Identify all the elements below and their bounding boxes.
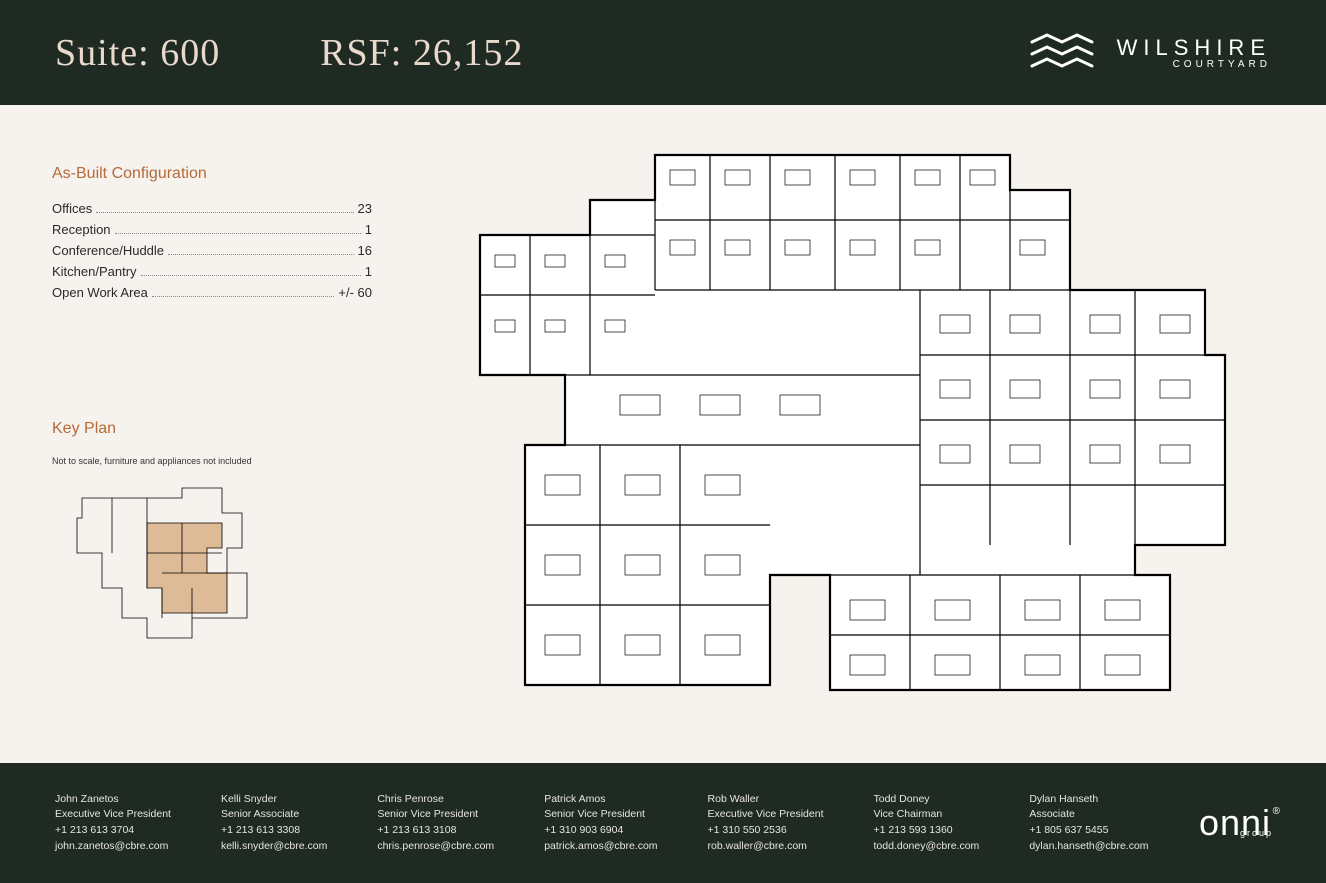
contact-name: Patrick Amos — [544, 792, 657, 808]
keyplan-title: Key Plan — [52, 420, 312, 438]
contact-card: Kelli Snyder Senior Associate +1 213 613… — [221, 792, 327, 855]
config-value: 1 — [365, 264, 372, 279]
contact-name: Todd Doney — [874, 792, 980, 808]
floorplan-diagram — [470, 145, 1230, 715]
brand-text: WILSHIRE COURTYARD — [1117, 35, 1271, 70]
header-titles: Suite: 600 RSF: 26,152 — [55, 31, 523, 75]
dot-leader — [115, 233, 361, 234]
contact-email: john.zanetos@cbre.com — [55, 839, 171, 855]
contact-card: John Zanetos Executive Vice President +1… — [55, 792, 171, 855]
contact-title: Senior Vice President — [544, 807, 657, 823]
contact-phone: +1 213 613 3308 — [221, 823, 327, 839]
config-value: +/- 60 — [338, 285, 372, 300]
suite-value: 600 — [160, 32, 220, 74]
contact-email: chris.penrose@cbre.com — [377, 839, 494, 855]
config-label: Reception — [52, 222, 111, 237]
suite-title: Suite: 600 — [55, 31, 220, 75]
contact-phone: +1 213 613 3704 — [55, 823, 171, 839]
config-row: Offices 23 — [52, 201, 372, 216]
content-area: As-Built Configuration Offices 23 Recepti… — [0, 105, 1326, 763]
config-label: Kitchen/Pantry — [52, 264, 137, 279]
contact-name: Dylan Hanseth — [1029, 792, 1148, 808]
config-section: As-Built Configuration Offices 23 Recepti… — [52, 165, 372, 306]
contact-title: Executive Vice President — [708, 807, 824, 823]
contact-name: Kelli Snyder — [221, 792, 327, 808]
config-list: Offices 23 Reception 1 Conference/Huddle 16… — [52, 201, 372, 300]
contacts-list: John Zanetos Executive Vice President +1… — [55, 792, 1199, 855]
contact-name: Chris Penrose — [377, 792, 494, 808]
brand-line1: WILSHIRE — [1117, 35, 1271, 61]
config-value: 23 — [358, 201, 372, 216]
footer-logo: onni® group — [1199, 802, 1271, 844]
dot-leader — [141, 275, 361, 276]
config-label: Open Work Area — [52, 285, 148, 300]
contact-name: John Zanetos — [55, 792, 171, 808]
contact-title: Vice Chairman — [874, 807, 980, 823]
config-value: 16 — [358, 243, 372, 258]
config-row: Conference/Huddle 16 — [52, 243, 372, 258]
header-bar: Suite: 600 RSF: 26,152 WILSHIRE COURTYAR… — [0, 0, 1326, 105]
config-row: Open Work Area +/- 60 — [52, 285, 372, 300]
contact-card: Dylan Hanseth Associate +1 805 637 5455 … — [1029, 792, 1148, 855]
dot-leader — [96, 212, 353, 213]
brand-mark-icon — [1027, 30, 1097, 75]
rsf-value: 26,152 — [413, 32, 524, 74]
config-row: Kitchen/Pantry 1 — [52, 264, 372, 279]
contact-email: todd.doney@cbre.com — [874, 839, 980, 855]
suite-prefix: Suite: — [55, 32, 160, 74]
contact-email: dylan.hanseth@cbre.com — [1029, 839, 1148, 855]
contact-email: rob.waller@cbre.com — [708, 839, 824, 855]
footer-bar: John Zanetos Executive Vice President +1… — [0, 763, 1326, 883]
keyplan-note: Not to scale, furniture and appliances n… — [52, 456, 312, 466]
footer-logo-sub: group — [1240, 828, 1273, 838]
contact-title: Senior Associate — [221, 807, 327, 823]
dot-leader — [152, 296, 335, 297]
config-value: 1 — [365, 222, 372, 237]
config-title: As-Built Configuration — [52, 165, 372, 183]
contact-phone: +1 310 550 2536 — [708, 823, 824, 839]
config-label: Offices — [52, 201, 92, 216]
keyplan-section: Key Plan Not to scale, furniture and app… — [52, 420, 312, 653]
registered-icon: ® — [1273, 806, 1281, 817]
contact-title: Associate — [1029, 807, 1148, 823]
contact-email: patrick.amos@cbre.com — [544, 839, 657, 855]
contact-title: Executive Vice President — [55, 807, 171, 823]
contact-card: Chris Penrose Senior Vice President +1 2… — [377, 792, 494, 855]
contact-title: Senior Vice President — [377, 807, 494, 823]
brand-block: WILSHIRE COURTYARD — [1027, 30, 1271, 75]
contact-card: Rob Waller Executive Vice President +1 3… — [708, 792, 824, 855]
contact-phone: +1 805 637 5455 — [1029, 823, 1148, 839]
config-label: Conference/Huddle — [52, 243, 164, 258]
contact-phone: +1 213 613 3108 — [377, 823, 494, 839]
contact-phone: +1 310 903 6904 — [544, 823, 657, 839]
config-row: Reception 1 — [52, 222, 372, 237]
contact-email: kelli.snyder@cbre.com — [221, 839, 327, 855]
contact-card: Todd Doney Vice Chairman +1 213 593 1360… — [874, 792, 980, 855]
contact-phone: +1 213 593 1360 — [874, 823, 980, 839]
contact-name: Rob Waller — [708, 792, 824, 808]
dot-leader — [168, 254, 354, 255]
contact-card: Patrick Amos Senior Vice President +1 31… — [544, 792, 657, 855]
keyplan-diagram — [52, 478, 272, 648]
rsf-prefix: RSF: — [320, 32, 413, 74]
rsf-title: RSF: 26,152 — [320, 31, 523, 75]
